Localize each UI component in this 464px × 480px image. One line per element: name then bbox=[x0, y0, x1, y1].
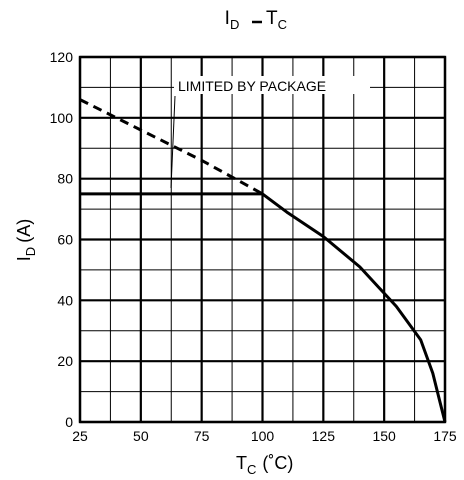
chart-title: ID bbox=[225, 8, 240, 32]
x-axis-label: TC (˚C) bbox=[236, 453, 293, 477]
x-tick-label: 50 bbox=[133, 428, 149, 444]
x-tick-label: 125 bbox=[312, 428, 336, 444]
y-tick-labels: 0 20 40 60 80 100 120 bbox=[50, 49, 74, 430]
annotation-layer: LIMITED BY PACKAGE bbox=[170, 76, 370, 189]
series-line-dashed bbox=[79, 98, 264, 196]
svg-text:TC: TC bbox=[266, 8, 287, 32]
x-axis-symbol: T bbox=[236, 453, 247, 473]
y-tick-label: 100 bbox=[50, 110, 74, 126]
y-tick-label: 80 bbox=[57, 171, 73, 187]
series-layer bbox=[79, 98, 447, 423]
title-right-symbol: T bbox=[266, 8, 278, 29]
annotation-leader bbox=[170, 95, 176, 189]
annotation-label: LIMITED BY PACKAGE bbox=[178, 78, 326, 94]
series-line-solid bbox=[80, 192, 447, 423]
y-tick-label: 0 bbox=[65, 414, 73, 430]
y-tick-label: 60 bbox=[57, 232, 73, 248]
x-tick-label: 75 bbox=[194, 428, 210, 444]
title-left-subscript: D bbox=[230, 17, 239, 32]
x-axis-subscript: C bbox=[247, 462, 256, 477]
y-tick-label: 40 bbox=[57, 292, 73, 308]
y-tick-label: 120 bbox=[50, 49, 74, 65]
annotation-background bbox=[174, 76, 370, 94]
y-tick-label: 20 bbox=[57, 353, 73, 369]
x-tick-label: 100 bbox=[251, 428, 275, 444]
major-grid bbox=[78, 55, 447, 424]
title-right-subscript: C bbox=[278, 17, 287, 32]
y-axis-subscript: D bbox=[23, 247, 38, 256]
x-axis-unit: (˚C) bbox=[262, 453, 293, 473]
title-left-symbol: I bbox=[225, 8, 230, 29]
x-tick-label: 25 bbox=[72, 428, 88, 444]
plot-frame bbox=[78, 55, 447, 424]
x-tick-labels: 25 50 75 100 125 150 175 bbox=[72, 428, 457, 444]
x-tick-label: 175 bbox=[433, 428, 457, 444]
y-axis-symbol: I bbox=[14, 256, 34, 261]
y-axis-unit: (A) bbox=[14, 219, 34, 243]
x-tick-label: 150 bbox=[372, 428, 396, 444]
y-axis-label: ID (A) bbox=[14, 219, 38, 261]
